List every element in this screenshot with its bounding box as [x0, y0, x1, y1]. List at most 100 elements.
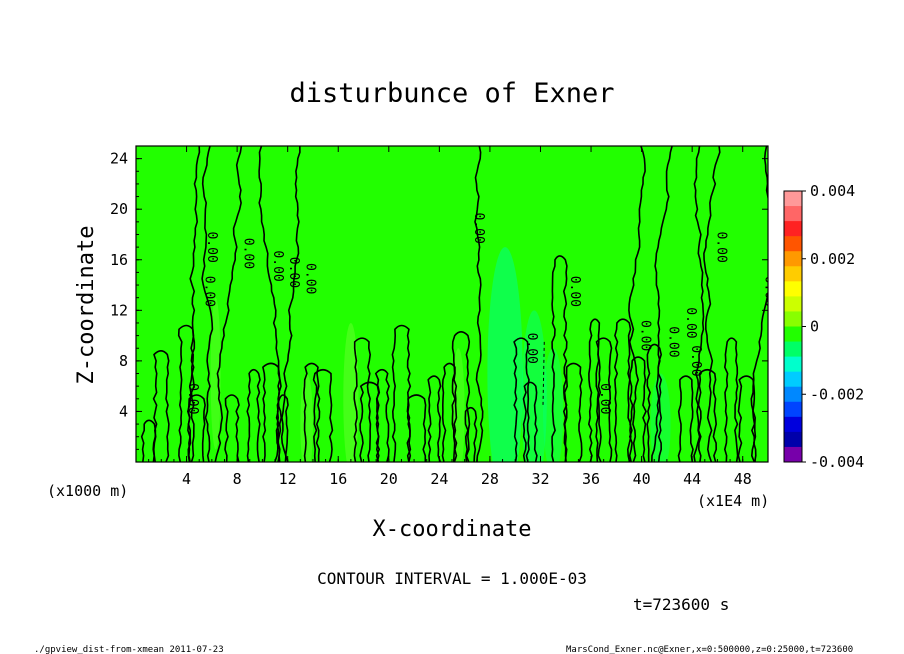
colorbar-swatch: [784, 326, 802, 343]
colorbar: [784, 191, 802, 463]
contour-interval-text: CONTOUR INTERVAL = 1.000E-03: [317, 569, 587, 588]
negative-contour: [542, 341, 545, 406]
contour-labels: 0.000.00 0.00 0.00 0.00 0.000.000.000.000.00…: [185, 213, 776, 415]
zero-contour: [563, 362, 583, 462]
zero-contour: [441, 362, 458, 462]
zero-contour: [201, 146, 214, 462]
colorbar-swatch: [784, 281, 802, 297]
x-tick-label: 24: [430, 470, 448, 488]
colorbar-swatch: [784, 371, 802, 388]
zero-contour: [651, 146, 673, 462]
contour-label: 0.00: [286, 257, 301, 288]
zero-contour: [522, 381, 538, 462]
colorbar-swatch: [784, 311, 802, 327]
colorbar-swatch: [784, 386, 802, 403]
zero-contour: [177, 324, 196, 462]
zero-contour: [246, 368, 261, 462]
x-multiplier-note: (x1E4 m): [697, 492, 769, 510]
y-tick-label: 24: [110, 150, 128, 168]
zero-contour: [214, 146, 243, 462]
y-tick-label: 8: [119, 352, 128, 370]
colorbar-swatch: [784, 296, 802, 312]
zero-contour: [703, 146, 721, 462]
x-tick-label: 16: [329, 470, 347, 488]
zero-contour: [697, 368, 718, 462]
field-patch: [343, 322, 359, 462]
y-tick-label: 4: [119, 402, 128, 420]
colorbar-swatch: [784, 446, 802, 463]
x-tick-label: 44: [683, 470, 701, 488]
colorbar-swatch: [784, 431, 802, 448]
contour-label: 0.00: [303, 263, 318, 294]
zero-contour: [587, 318, 602, 462]
colorbar-swatch: [784, 401, 802, 418]
colorbar-swatch: [784, 356, 802, 373]
zero-contour: [646, 343, 663, 462]
zero-contour: [613, 318, 632, 462]
zero-contour: [374, 368, 390, 462]
x-tick-label: 32: [531, 470, 549, 488]
x-axis: 4 8 12 16 20 24 28 32 36 40 44 48: [148, 146, 756, 488]
colorbar-swatch: [784, 251, 802, 267]
y-tick-label: 16: [110, 251, 128, 269]
contour-label: 0.00: [688, 345, 703, 376]
colorbar-swatch: [784, 341, 802, 358]
colorbar-swatch: [784, 416, 802, 433]
zero-contour: [224, 394, 240, 462]
zero-contour: [275, 394, 289, 462]
field-patch: [487, 247, 523, 462]
y-axis: 4 8 12 16 20 24: [110, 150, 768, 450]
contour-label: 0.00: [270, 250, 285, 281]
zero-contour: [187, 394, 206, 462]
zero-contour: [737, 375, 756, 462]
zero-contour: [628, 146, 646, 462]
zero-contour: [359, 381, 381, 462]
zero-contour: [551, 255, 568, 462]
y-tick-label: 20: [110, 200, 128, 218]
field-patch: [300, 373, 313, 462]
x-tick-label: 12: [279, 470, 297, 488]
zero-contour: [464, 406, 478, 462]
footer-right: MarsCond_Exner.nc@Exner,x=0:500000,z=0:2…: [566, 645, 853, 654]
plot-area: 0.000.00 0.00 0.00 0.00 0.000.000.000.000.00…: [136, 146, 776, 462]
zero-contour: [693, 146, 705, 462]
colorbar-swatch: [784, 236, 802, 252]
x-tick-label: 4: [182, 470, 191, 488]
colorbar-swatch: [784, 221, 802, 237]
time-text: t=723600 s: [633, 595, 729, 614]
contour-label: 0.00: [185, 383, 200, 414]
contour-label: 0.00: [204, 231, 219, 262]
zero-contour: [258, 146, 283, 462]
contour-label: 0.00: [202, 276, 217, 307]
zero-contour: [474, 146, 484, 462]
y-tick-label: 12: [110, 301, 128, 319]
footer-left: ./gpview_dist-from-xmean 2011-07-23: [34, 645, 224, 654]
colorbar-tick-label: 0.002: [810, 250, 855, 268]
zero-contours: [140, 146, 768, 462]
colorbar-tick-label: 0.004: [810, 182, 855, 200]
zero-contour: [595, 337, 613, 462]
x-tick-label: 28: [481, 470, 499, 488]
contour-label: 0.00: [761, 276, 776, 307]
zero-contour: [513, 337, 530, 462]
colorbar-swatch: [784, 191, 802, 207]
zero-contour: [152, 349, 170, 462]
colorbar-tick-label: 0: [810, 318, 819, 336]
zero-contour: [303, 362, 321, 462]
chart-title: disturbunce of Exner: [289, 78, 614, 109]
field-patch: [210, 297, 221, 450]
contour-label: 0.00: [241, 238, 256, 269]
contour-label: 0.00: [683, 307, 698, 338]
zero-contour: [280, 146, 301, 462]
colorbar-tick-label: -0.002: [810, 385, 864, 403]
x-unit-note: (x1000 m): [47, 482, 128, 500]
contour-label: 0.00: [567, 276, 582, 307]
x-tick-label: 36: [582, 470, 600, 488]
colorbar-ticks: 0.004 0.002 0 -0.002 -0.004: [802, 182, 864, 471]
contour-label: 0.00: [524, 333, 539, 364]
y-axis-label: Z-coordinate: [74, 226, 99, 385]
zero-contour: [353, 337, 372, 462]
contour-label: 0.00: [597, 383, 612, 414]
zero-contour: [312, 368, 334, 462]
